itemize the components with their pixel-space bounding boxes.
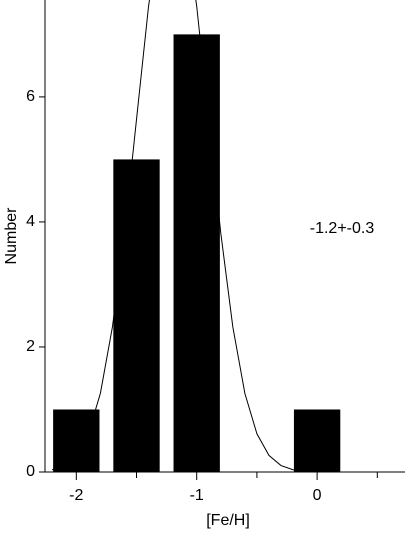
bar [293, 409, 341, 472]
annotation: -1.2+-0.3 [310, 220, 375, 237]
x-tick-label: -1 [190, 487, 204, 504]
x-tick-label: -2 [69, 487, 83, 504]
y-axis-label: Number [3, 207, 20, 265]
bar [53, 409, 100, 472]
fit-curve [52, 0, 318, 472]
y-tick-label: 6 [26, 88, 35, 105]
curve-group [52, 0, 318, 472]
x-tick-label: 0 [313, 487, 322, 504]
y-tick-label: 0 [26, 463, 35, 480]
y-tick-label: 4 [26, 213, 35, 230]
y-tick-label: 2 [26, 338, 35, 355]
bar [113, 159, 160, 472]
x-axis-label: [Fe/H] [206, 512, 250, 529]
bar [173, 34, 220, 473]
